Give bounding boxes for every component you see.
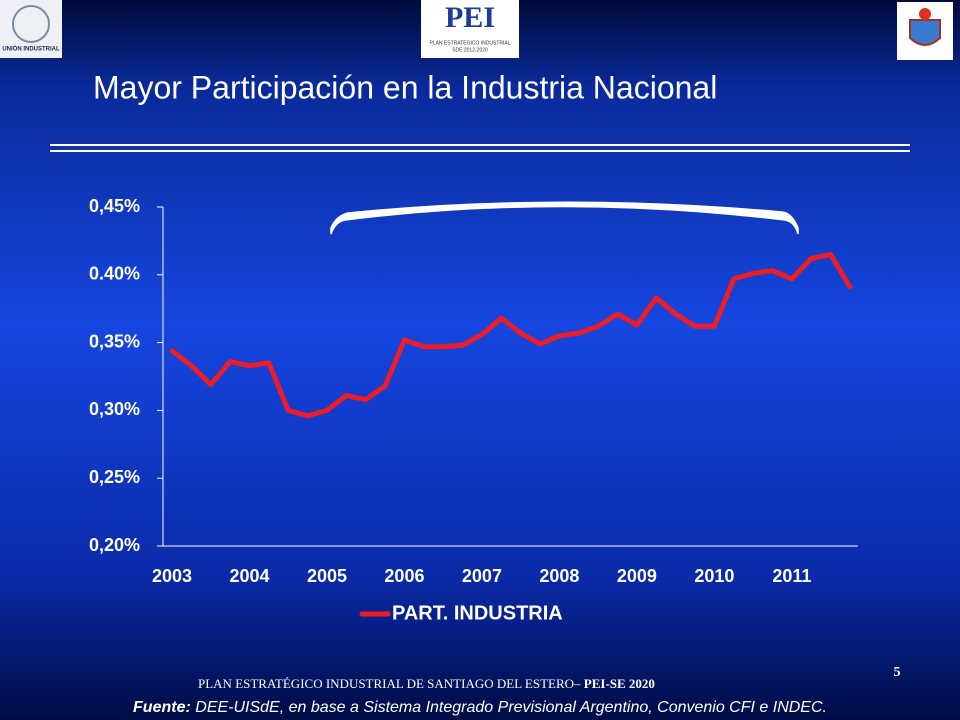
y-tick-label: 0,25% [89,467,140,487]
source: Fuente: DEE-UISdE, en base a Sistema Int… [133,699,827,716]
y-tick-label: 0,35% [89,331,140,351]
y-tick-label: 0,20% [89,535,140,555]
footer: PLAN ESTRATÉGICO INDUSTRIAL DE SANTIAGO … [198,676,655,691]
bracket [330,201,799,235]
source-label: Fuente: [133,699,191,716]
x-tick-label: 2010 [694,566,734,586]
logo-line2: SDE 2012-2020 [452,47,488,53]
legend-label: PART. INDUSTRIA [392,602,563,624]
plot: 0,20% 0,25% 0,30% 0,35% 0.40% 0,45% 2003 2004 20… [89,196,858,624]
x-tick-label: 2007 [462,566,502,586]
footer-bold: PEI-SE 2020 [584,676,655,691]
footer-text: PLAN ESTRATÉGICO INDUSTRIAL DE SANTIAGO … [198,676,584,691]
y-tick-label: 0,45% [89,196,140,216]
y-tick-label: 0,30% [89,399,140,419]
x-tick-label: 2008 [539,566,579,586]
logo-line1: PLAN ESTRATEGICO INDUSTRIAL [429,40,510,46]
x-tick-label: 2009 [617,566,657,586]
x-tick-label: 2006 [384,566,424,586]
series-line [169,252,853,419]
x-tick-label: 2003 [152,566,192,586]
x-tick-label: 2011 [772,566,811,586]
logo-left: UNIÓN INDUSTRIAL [0,0,62,58]
logo-pei: PEI [445,1,495,34]
chart-title: Mayor Participación en la Industria Naci… [93,69,717,105]
x-tick-label: 2005 [307,566,347,586]
logo-center: PEI PLAN ESTRATEGICO INDUSTRIAL SDE 2012… [421,0,519,58]
logo-right [897,2,953,60]
y-tick-label: 0.40% [89,264,140,284]
page-number: 5 [894,665,901,680]
source-text: DEE-UISdE, en base a Sistema Integrado P… [191,699,827,716]
x-tick-label: 2004 [229,566,269,586]
logo-left-text: UNIÓN INDUSTRIAL [2,45,60,53]
